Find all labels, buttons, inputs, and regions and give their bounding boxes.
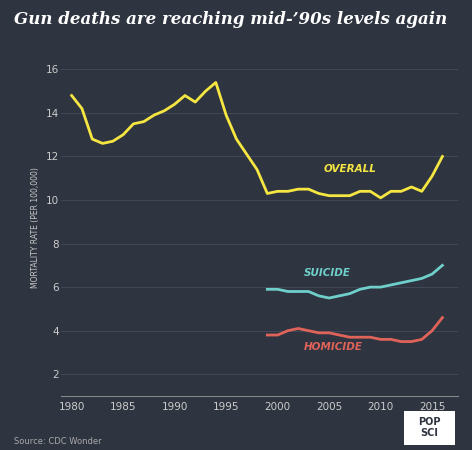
Y-axis label: MORTALITY RATE (PER 100,000): MORTALITY RATE (PER 100,000) xyxy=(31,167,40,288)
Text: OVERALL: OVERALL xyxy=(324,164,377,174)
Text: Gun deaths are reaching mid-’90s levels again: Gun deaths are reaching mid-’90s levels … xyxy=(14,11,447,28)
Text: HOMICIDE: HOMICIDE xyxy=(303,342,362,352)
Text: POP
SCI: POP SCI xyxy=(418,417,441,438)
Text: Source: CDC Wonder: Source: CDC Wonder xyxy=(14,437,102,446)
Text: SUICIDE: SUICIDE xyxy=(303,268,350,278)
